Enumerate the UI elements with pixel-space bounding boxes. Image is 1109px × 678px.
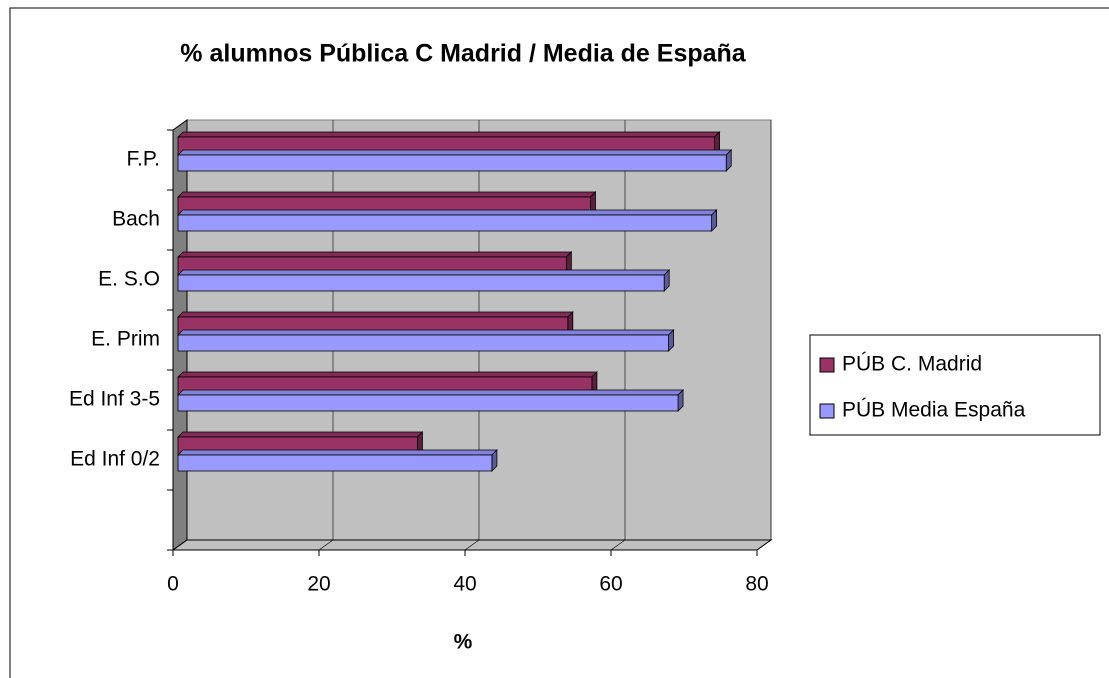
bar bbox=[177, 394, 679, 412]
bar bbox=[177, 154, 727, 172]
bar-top bbox=[177, 131, 721, 138]
y-tick-label: E. Prim bbox=[91, 328, 160, 351]
bar bbox=[177, 454, 493, 472]
bar-top bbox=[177, 149, 733, 156]
legend-swatch bbox=[819, 403, 835, 419]
legend-label: PÚB Media España bbox=[842, 399, 1026, 422]
x-tick-label: 20 bbox=[307, 573, 330, 596]
chart-title: % alumnos Pública C Madrid / Media de Es… bbox=[180, 40, 747, 68]
bar bbox=[177, 334, 669, 352]
y-tick-label: F.P. bbox=[127, 148, 160, 171]
bar-top bbox=[177, 389, 685, 396]
legend-label: PÚB C. Madrid bbox=[842, 353, 982, 376]
bar-top bbox=[177, 329, 675, 336]
bar-top bbox=[177, 209, 718, 216]
x-tick-label: 40 bbox=[453, 573, 476, 596]
x-tick-label: 0 bbox=[167, 573, 179, 596]
bar-top bbox=[177, 191, 597, 198]
grid-line bbox=[464, 539, 480, 551]
x-tick-label: 60 bbox=[599, 573, 622, 596]
y-tick-label: Bach bbox=[112, 208, 160, 231]
bar-top bbox=[177, 431, 424, 438]
bar-top bbox=[177, 269, 671, 276]
bar-top bbox=[177, 311, 574, 318]
bar-top bbox=[177, 251, 573, 258]
bar bbox=[177, 274, 665, 292]
x-tick-label: 80 bbox=[745, 573, 768, 596]
grid-line bbox=[756, 539, 772, 551]
bar-top bbox=[177, 449, 498, 456]
legend-swatch bbox=[819, 357, 835, 373]
grid-line bbox=[172, 539, 188, 551]
y-tick-label: E. S.O bbox=[98, 268, 160, 291]
bar bbox=[177, 214, 713, 232]
y-tick-label: Ed Inf 0/2 bbox=[70, 448, 160, 471]
bar-top bbox=[177, 371, 598, 378]
y-tick-label: Ed Inf 3-5 bbox=[69, 388, 160, 411]
grid-line bbox=[610, 539, 626, 551]
legend bbox=[809, 334, 1101, 436]
x-axis-title: % bbox=[454, 631, 473, 654]
grid-line bbox=[318, 539, 334, 551]
